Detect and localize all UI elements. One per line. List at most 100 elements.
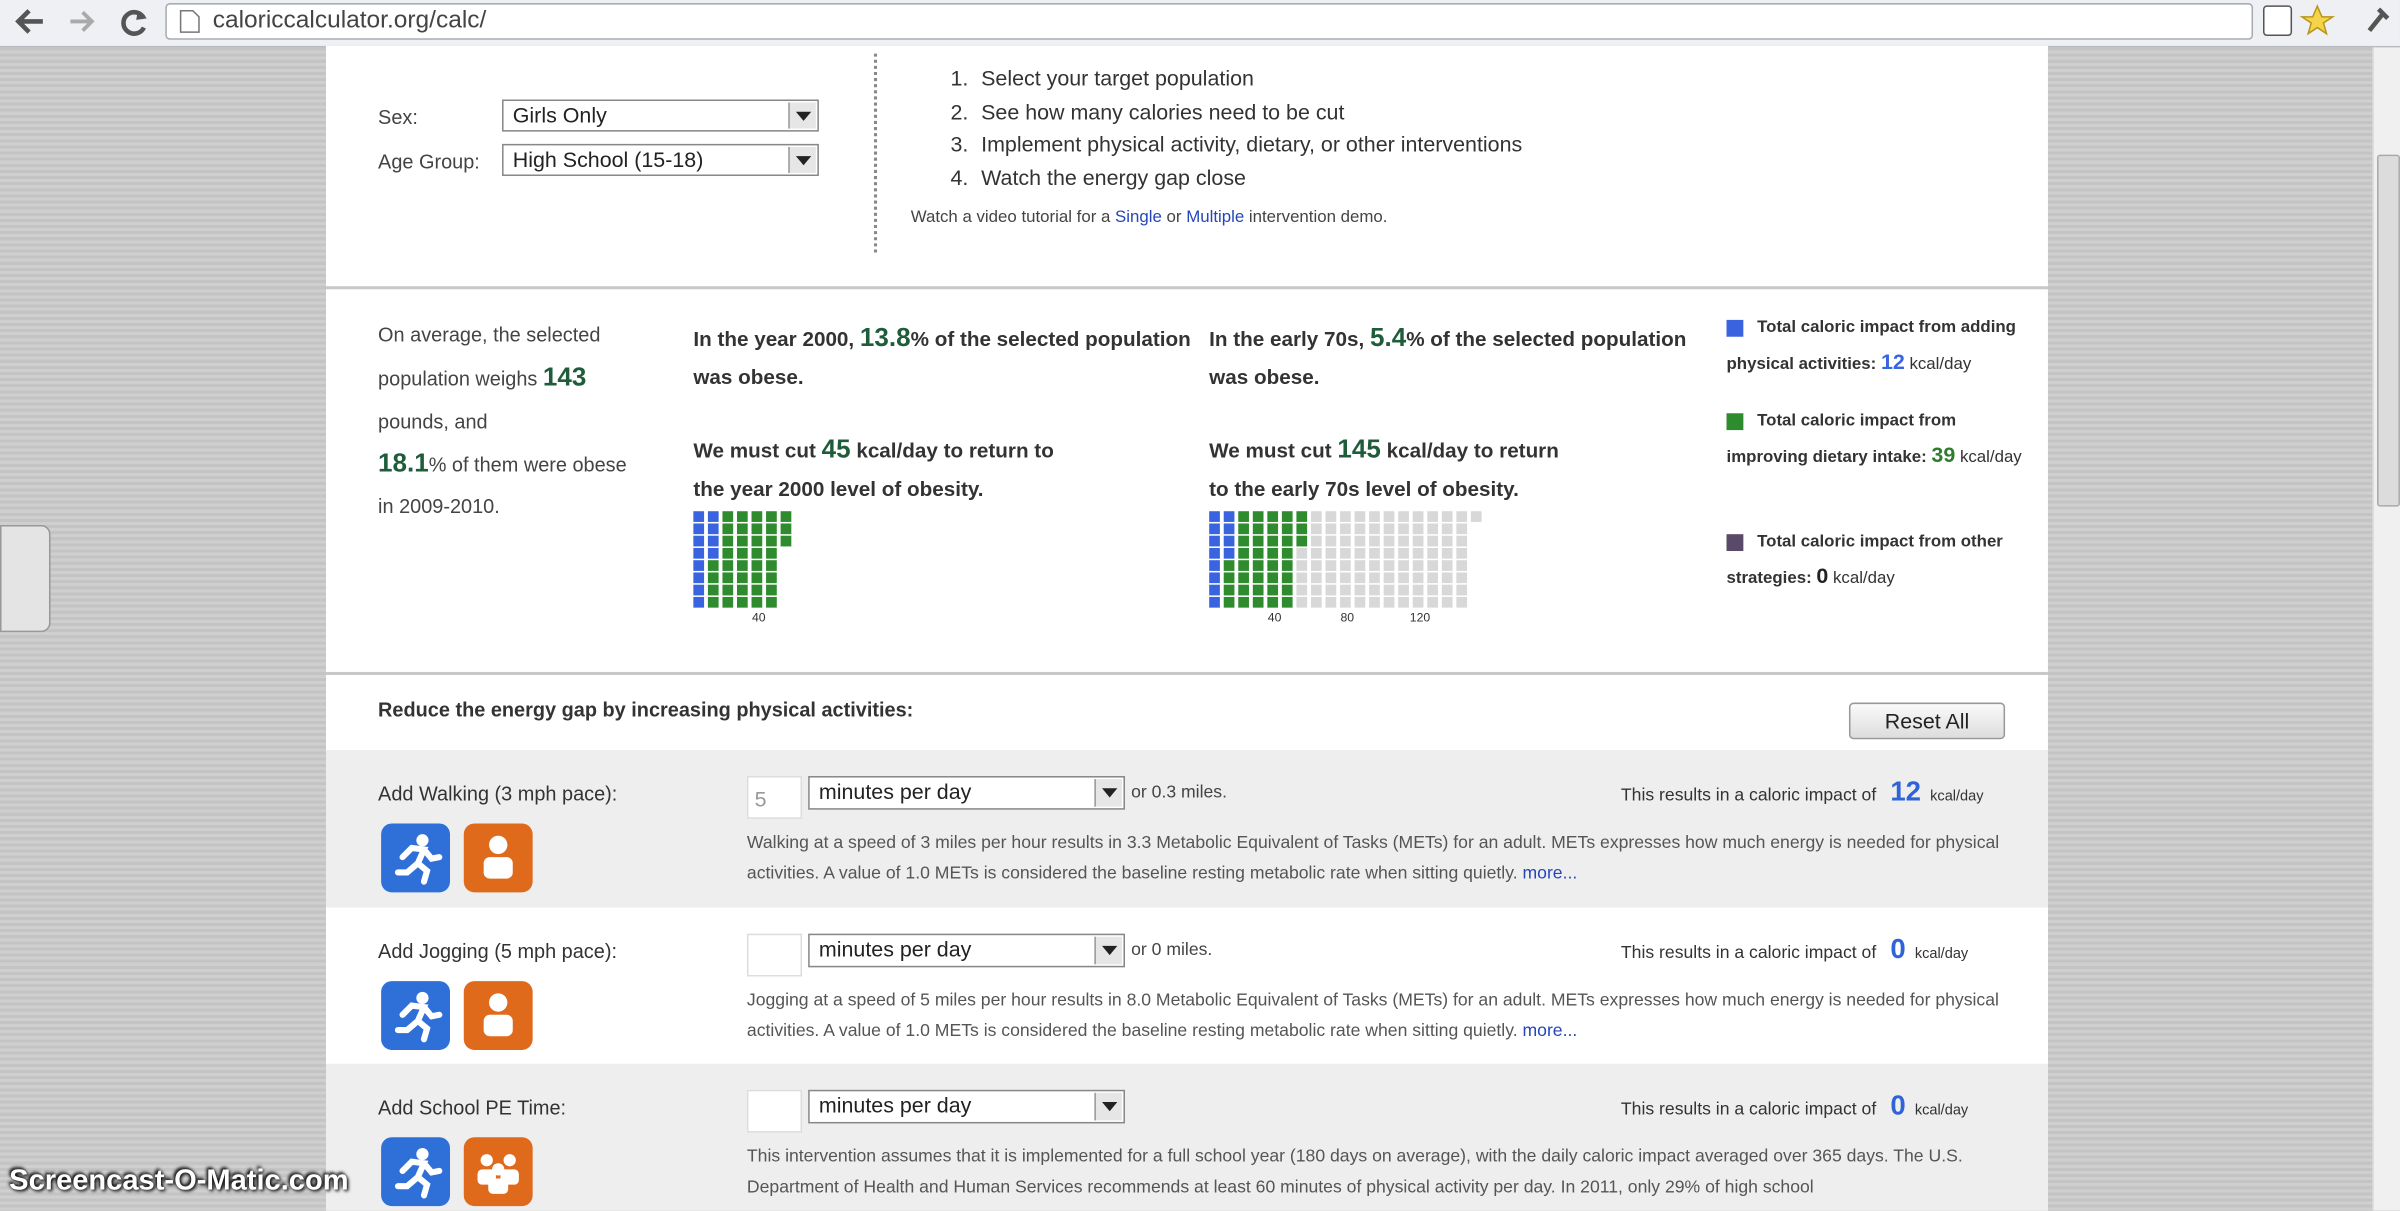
waffle-cell bbox=[1238, 511, 1249, 522]
waffle-cell bbox=[1398, 523, 1409, 535]
unit-select[interactable]: minutes per day bbox=[808, 933, 1125, 968]
address-bar[interactable]: caloriccalculator.org/calc/ bbox=[165, 3, 2254, 40]
minutes-input[interactable] bbox=[746, 933, 803, 977]
waffle-cell bbox=[1296, 584, 1308, 596]
waffle-cell bbox=[1223, 547, 1235, 559]
waffle-cell bbox=[736, 572, 748, 584]
impact-text: Total caloric impact from adding physica… bbox=[1727, 311, 2041, 381]
waffle-cell bbox=[751, 584, 763, 596]
age-select[interactable]: High School (15-18) bbox=[502, 143, 819, 177]
waffle-cell bbox=[693, 596, 705, 608]
step-text: Implement physical activity, dietary, or… bbox=[981, 132, 1523, 157]
waffle-cell bbox=[1267, 535, 1279, 547]
waffle-cell bbox=[1310, 584, 1322, 596]
unit-select[interactable]: minutes per day bbox=[808, 776, 1125, 810]
waffle-cell bbox=[1296, 572, 1308, 584]
more-link[interactable]: more... bbox=[1522, 1022, 1578, 1041]
waffle-cell bbox=[751, 560, 763, 571]
waffle-cell bbox=[1252, 535, 1264, 547]
step: 1. Select your target population bbox=[951, 66, 1254, 94]
waffle-cell bbox=[1223, 596, 1235, 608]
impact-text: Total caloric impact from other strategi… bbox=[1727, 525, 2041, 595]
waffle-cell bbox=[1441, 596, 1453, 608]
waffle-cell bbox=[1441, 547, 1453, 559]
activity-row bbox=[326, 1063, 2048, 1211]
waffle-cell bbox=[1223, 560, 1235, 571]
impact-value: 12 bbox=[1880, 348, 1905, 374]
dropdown-arrow bbox=[1094, 1092, 1122, 1121]
waffle-cell bbox=[766, 560, 777, 571]
waffle-cell bbox=[1209, 572, 1220, 584]
waffle-cell bbox=[736, 596, 748, 608]
tutorial-link[interactable]: Multiple bbox=[1186, 208, 1245, 227]
waffle-tick-label: 120 bbox=[1410, 610, 1431, 624]
impact-label: Total caloric impact from other strategi… bbox=[1726, 532, 2003, 588]
unit-select[interactable]: minutes per day bbox=[808, 1089, 1125, 1124]
waffle-tick-label: 80 bbox=[1341, 610, 1355, 624]
result: This results in a caloric impact of 0 kca… bbox=[1621, 1090, 1968, 1122]
waffle-cell bbox=[1209, 511, 1220, 522]
waffle-cell bbox=[1310, 572, 1322, 584]
waffle-cell bbox=[1281, 584, 1293, 596]
waffle-cell bbox=[1296, 547, 1308, 559]
scroll-thumb[interactable] bbox=[2377, 154, 2400, 507]
step-text: Watch the energy gap close bbox=[981, 165, 1246, 190]
waffle-cell bbox=[1354, 596, 1366, 608]
waffle-cell bbox=[1340, 596, 1351, 608]
side-tab[interactable] bbox=[0, 524, 51, 633]
dropdown-arrow bbox=[1094, 936, 1122, 965]
waffle-cell bbox=[1412, 584, 1424, 596]
result-unit: kcal/day bbox=[1914, 945, 1969, 963]
summary-text: On average, the selected population weig… bbox=[378, 322, 601, 391]
activity-label: Add Walking (3 mph pace): bbox=[378, 782, 618, 806]
activity-description: This intervention assumes that it is imp… bbox=[747, 1142, 2017, 1203]
waffle-cell bbox=[1369, 596, 1380, 608]
waffle-cell bbox=[1238, 547, 1249, 559]
waffle-cell bbox=[1369, 535, 1380, 547]
dropdown-arrow bbox=[788, 102, 816, 129]
age-label: Age Group: bbox=[378, 148, 480, 176]
minutes-input[interactable] bbox=[746, 1089, 803, 1133]
waffle-cell bbox=[1209, 547, 1220, 559]
waffle-cell bbox=[1427, 535, 1438, 547]
waffle-chart: 40 80 120 bbox=[1209, 511, 1482, 624]
step-text: See how many calories need to be cut bbox=[981, 99, 1345, 124]
impact-swatch bbox=[1726, 534, 1744, 552]
sex-select[interactable]: Girls Only bbox=[502, 99, 819, 132]
waffle-cell bbox=[722, 560, 734, 571]
waffle-cell bbox=[1340, 547, 1351, 559]
browser-icons[interactable] bbox=[2259, 3, 2397, 40]
waffle-cell bbox=[736, 511, 748, 522]
result: This results in a caloric impact of 0 kca… bbox=[1621, 934, 1968, 966]
waffle-tick-label: 40 bbox=[1268, 610, 1282, 624]
waffle-cell bbox=[1325, 572, 1337, 584]
result-value: 0 bbox=[1890, 1089, 1906, 1121]
scrollbar[interactable] bbox=[2372, 47, 2400, 1211]
target-pct: 5.4 bbox=[1370, 322, 1407, 353]
waffle-cell bbox=[1456, 572, 1468, 584]
target-cut: We must cut 45 kcal/day to return to the… bbox=[693, 430, 1060, 508]
reset-button[interactable]: Reset All bbox=[1848, 702, 2006, 740]
tutorial-link[interactable]: Single bbox=[1115, 208, 1162, 227]
nav-buttons[interactable] bbox=[12, 5, 157, 39]
more-link[interactable]: more... bbox=[1522, 864, 1578, 884]
waffle-cell bbox=[1369, 584, 1380, 596]
result: This results in a caloric impact of 12 kc… bbox=[1621, 776, 1984, 808]
waffle-cell bbox=[1325, 584, 1337, 596]
waffle-cell bbox=[1383, 547, 1395, 559]
waffle-cell bbox=[1427, 584, 1438, 596]
step-text: Select your target population bbox=[981, 65, 1254, 91]
target-text: % of the selected population was obese. bbox=[1209, 327, 1687, 389]
activity-icon bbox=[381, 823, 450, 893]
impact-label: Total caloric impact from adding physica… bbox=[1726, 318, 2016, 374]
minutes-input[interactable]: 5 bbox=[746, 776, 803, 819]
waffle-cell bbox=[1209, 523, 1220, 535]
waffle-cell bbox=[1369, 511, 1380, 522]
sex-label: Sex: bbox=[378, 104, 418, 132]
waffle-cell bbox=[1369, 572, 1380, 584]
waffle-cell bbox=[1252, 584, 1264, 596]
waffle-cell bbox=[1398, 572, 1409, 584]
waffle-cell bbox=[722, 511, 734, 522]
summary-weight: 143 bbox=[542, 362, 587, 392]
